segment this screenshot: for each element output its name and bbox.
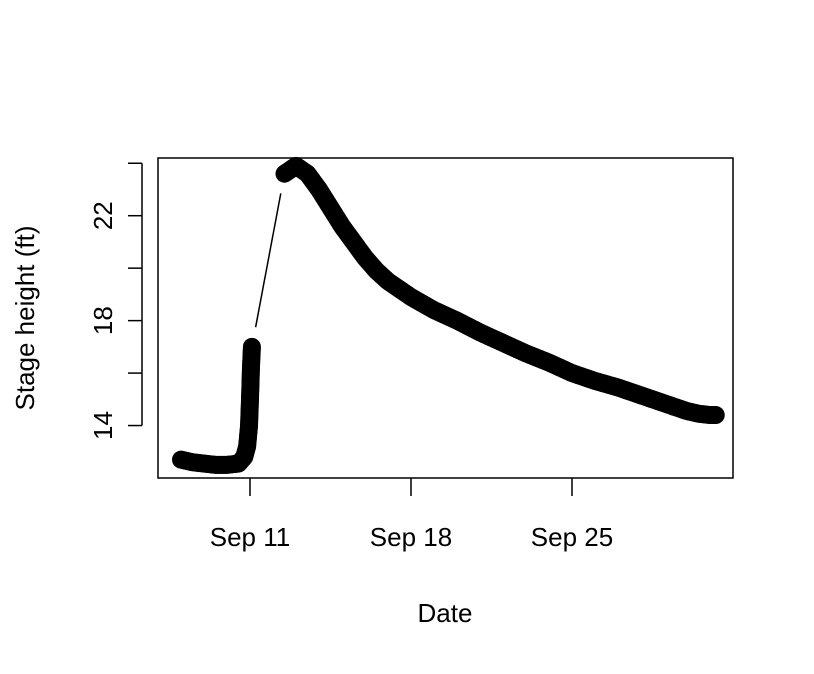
x-tick-label: Sep 18 [370, 522, 452, 552]
gap-connector [254, 193, 282, 328]
y-tick-label: 18 [88, 306, 118, 335]
x-tick-label: Sep 25 [531, 522, 613, 552]
series-layer [172, 156, 725, 474]
data-point [706, 406, 725, 425]
x-axis-label: Date [418, 598, 473, 628]
y-axis: 14 18 22 [88, 162, 143, 440]
data-point [242, 337, 261, 356]
x-tick-label: Sep 11 [210, 522, 290, 552]
y-tick-label: 22 [88, 201, 118, 230]
x-axis: Sep 11 Sep 18 Sep 25 [210, 478, 613, 552]
y-tick-label: 14 [88, 411, 118, 440]
plot-frame [157, 157, 734, 479]
y-axis-label: Stage height (ft) [10, 226, 40, 411]
